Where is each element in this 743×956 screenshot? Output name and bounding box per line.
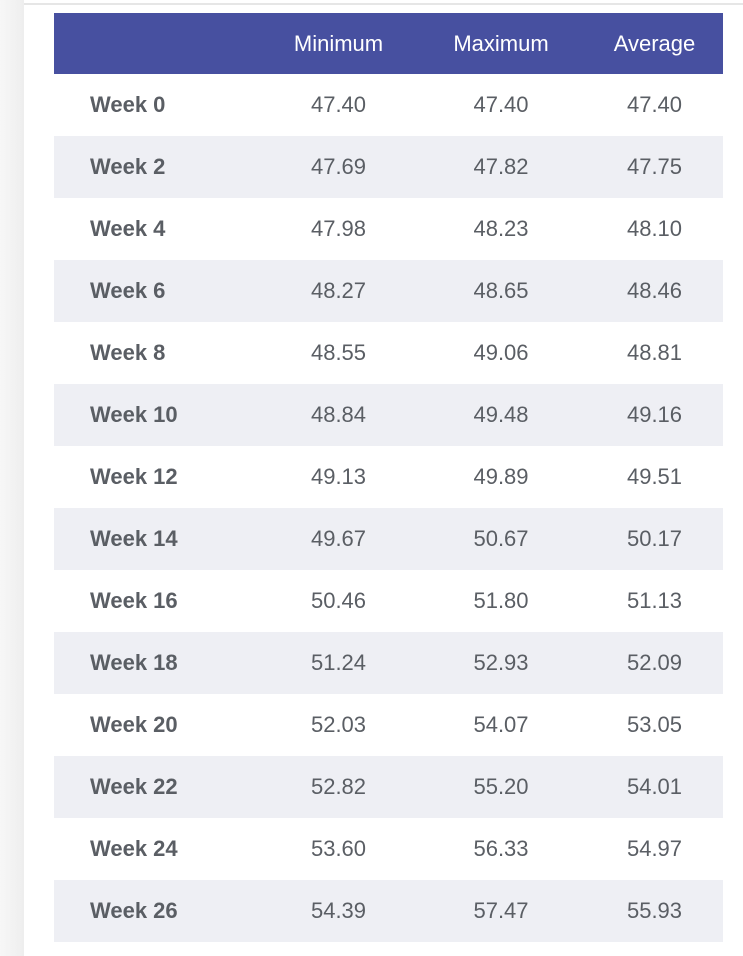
maximum-cell: 56.33 [473, 836, 529, 861]
average-cell: 51.13 [626, 588, 683, 613]
average-cell: 50.17 [586, 508, 723, 570]
week-label: Week 20 [90, 712, 178, 737]
header-row: Minimum Maximum Average [54, 13, 723, 74]
minimum-cell: 48.55 [310, 340, 367, 365]
average-cell: 48.46 [586, 260, 723, 322]
left-gutter [0, 0, 24, 956]
divider [24, 3, 743, 5]
table-row: Week 20 52.03 54.07 53.05 [54, 694, 723, 756]
table-row: Week 8 48.55 49.06 48.81 [54, 322, 723, 384]
minimum-cell: 52.82 [261, 756, 416, 818]
week-label: Week 18 [54, 632, 261, 694]
maximum-cell: 54.07 [473, 712, 529, 737]
maximum-cell: 57.47 [416, 880, 586, 942]
minimum-cell: 47.98 [310, 216, 367, 241]
table-row: Week 0 47.40 47.40 47.40 [54, 74, 723, 136]
maximum-cell: 52.93 [416, 632, 586, 694]
table-row: Week 14 49.67 50.67 50.17 [54, 508, 723, 570]
table-row: Week 12 49.13 49.89 49.51 [54, 446, 723, 508]
average-cell: 49.51 [626, 464, 683, 489]
header-blank [54, 13, 261, 74]
maximum-cell: 49.48 [416, 384, 586, 446]
average-cell: 53.05 [626, 712, 683, 737]
weekly-stats-table: Minimum Maximum Average Week 0 47.40 47.40… [54, 13, 723, 942]
maximum-cell: 55.20 [416, 756, 586, 818]
week-label: Week 2 [54, 136, 261, 198]
minimum-cell: 54.39 [261, 880, 416, 942]
table-row: Week 4 47.98 48.23 48.10 [54, 198, 723, 260]
maximum-cell: 48.23 [473, 216, 529, 241]
header-maximum: Maximum [416, 13, 586, 74]
minimum-cell: 48.27 [261, 260, 416, 322]
table-row: Week 18 51.24 52.93 52.09 [54, 632, 723, 694]
maximum-cell: 49.06 [473, 340, 529, 365]
table-row: Week 2 47.69 47.82 47.75 [54, 136, 723, 198]
minimum-cell: 47.40 [310, 92, 367, 117]
week-label: Week 10 [54, 384, 261, 446]
maximum-cell: 48.65 [416, 260, 586, 322]
header-average: Average [586, 13, 723, 74]
header-minimum: Minimum [261, 13, 416, 74]
minimum-cell: 51.24 [261, 632, 416, 694]
average-cell: 52.09 [586, 632, 723, 694]
minimum-cell: 50.46 [310, 588, 367, 613]
average-cell: 55.93 [586, 880, 723, 942]
minimum-cell: 53.60 [310, 836, 367, 861]
table-row: Week 24 53.60 56.33 54.97 [54, 818, 723, 880]
week-label: Week 16 [90, 588, 178, 613]
minimum-cell: 47.69 [261, 136, 416, 198]
week-label: Week 6 [54, 260, 261, 322]
average-cell: 48.10 [626, 216, 683, 241]
average-cell: 49.16 [586, 384, 723, 446]
maximum-cell: 49.89 [473, 464, 529, 489]
average-cell: 54.01 [586, 756, 723, 818]
table-row: Week 10 48.84 49.48 49.16 [54, 384, 723, 446]
maximum-cell: 47.40 [473, 92, 529, 117]
minimum-cell: 52.03 [310, 712, 367, 737]
week-label: Week 8 [90, 340, 166, 365]
week-label: Week 0 [90, 92, 166, 117]
average-cell: 54.97 [626, 836, 683, 861]
maximum-cell: 51.80 [473, 588, 529, 613]
minimum-cell: 49.13 [310, 464, 367, 489]
table-row: Week 6 48.27 48.65 48.46 [54, 260, 723, 322]
week-label: Week 4 [90, 216, 166, 241]
maximum-cell: 50.67 [416, 508, 586, 570]
average-cell: 47.75 [586, 136, 723, 198]
week-label: Week 14 [54, 508, 261, 570]
average-cell: 47.40 [626, 92, 683, 117]
week-label: Week 22 [54, 756, 261, 818]
table-row: Week 26 54.39 57.47 55.93 [54, 880, 723, 942]
table-row: Week 16 50.46 51.80 51.13 [54, 570, 723, 632]
week-label: Week 12 [90, 464, 178, 489]
average-cell: 48.81 [626, 340, 683, 365]
week-label: Week 26 [54, 880, 261, 942]
week-label: Week 24 [90, 836, 178, 861]
maximum-cell: 47.82 [416, 136, 586, 198]
table-row: Week 22 52.82 55.20 54.01 [54, 756, 723, 818]
minimum-cell: 49.67 [261, 508, 416, 570]
minimum-cell: 48.84 [261, 384, 416, 446]
